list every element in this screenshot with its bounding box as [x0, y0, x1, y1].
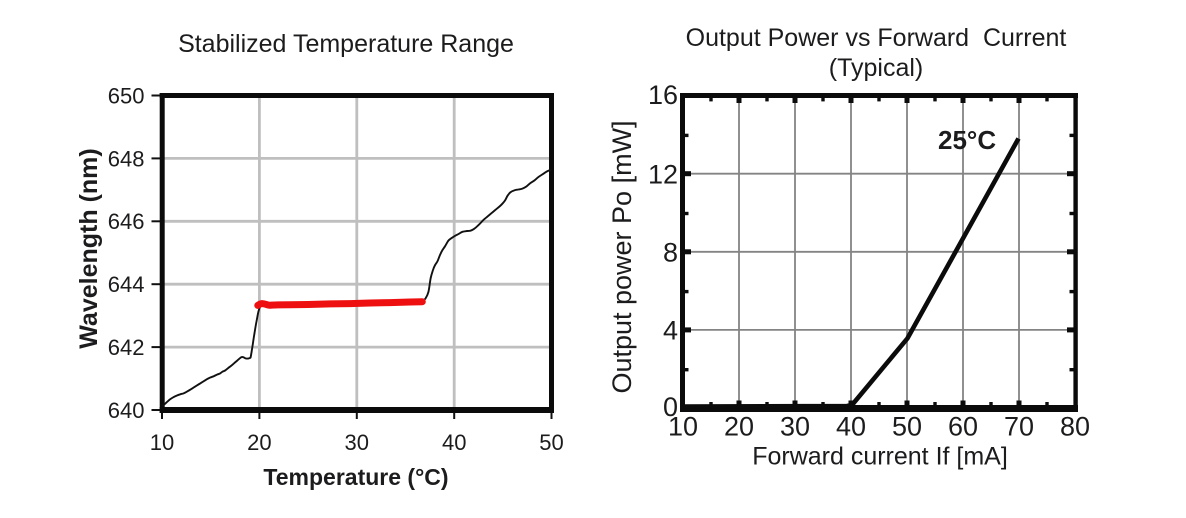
svg-text:30: 30: [345, 430, 369, 455]
svg-text:16: 16: [648, 80, 678, 110]
svg-text:12: 12: [648, 159, 678, 189]
svg-text:8: 8: [663, 238, 678, 268]
svg-text:Forward current If [mA]: Forward current If [mA]: [752, 443, 1008, 471]
svg-text:646: 646: [108, 209, 145, 234]
svg-text:70: 70: [1004, 412, 1034, 442]
svg-text:40: 40: [836, 412, 866, 442]
svg-text:648: 648: [108, 146, 145, 171]
svg-text:(Typical): (Typical): [829, 54, 923, 82]
svg-text:Temperature (°C): Temperature (°C): [263, 464, 448, 490]
svg-text:50: 50: [892, 412, 922, 442]
svg-text:Stabilized Temperature Range: Stabilized Temperature Range: [178, 30, 514, 58]
svg-text:650: 650: [108, 83, 145, 108]
svg-text:80: 80: [1060, 412, 1090, 442]
svg-text:40: 40: [442, 430, 466, 455]
svg-text:Wavelength (nm): Wavelength (nm): [75, 148, 103, 348]
svg-text:640: 640: [108, 398, 145, 423]
svg-text:Output Power vs Forward Curre: Output Power vs Forward Current: [686, 24, 1067, 52]
svg-text:4: 4: [663, 316, 678, 346]
svg-text:50: 50: [539, 430, 563, 455]
svg-text:644: 644: [108, 272, 145, 297]
svg-text:Output power Po [mW]: Output power Po [mW]: [607, 120, 637, 393]
svg-text:25°C: 25°C: [938, 125, 996, 155]
svg-text:10: 10: [150, 430, 174, 455]
svg-text:20: 20: [724, 412, 754, 442]
svg-text:0: 0: [663, 392, 678, 422]
svg-text:10: 10: [668, 412, 698, 442]
svg-text:20: 20: [247, 430, 271, 455]
svg-text:60: 60: [948, 412, 978, 442]
svg-text:642: 642: [108, 335, 145, 360]
svg-text:30: 30: [780, 412, 810, 442]
